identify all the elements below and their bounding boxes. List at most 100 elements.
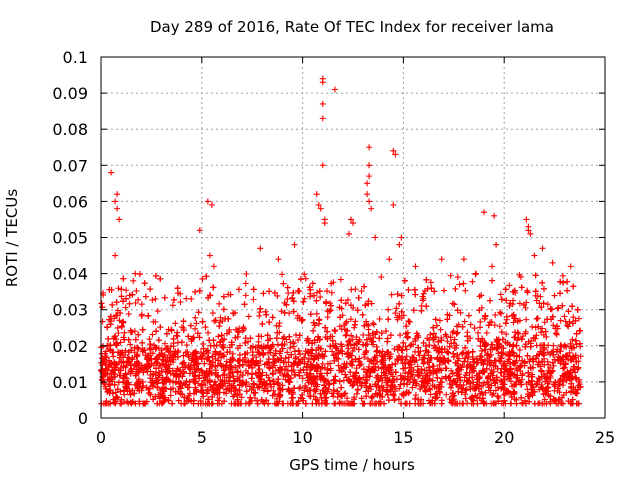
data-point	[223, 330, 230, 337]
data-point	[291, 348, 298, 355]
data-point	[331, 351, 338, 358]
data-point	[344, 296, 351, 303]
data-point	[347, 369, 354, 376]
data-point	[381, 400, 388, 407]
data-point	[397, 372, 404, 379]
data-point	[363, 369, 370, 376]
data-point	[274, 292, 281, 299]
data-point	[514, 318, 521, 325]
data-point	[557, 376, 564, 383]
data-point	[360, 331, 367, 338]
data-point	[469, 278, 476, 285]
data-point	[444, 338, 451, 345]
data-point	[496, 309, 503, 316]
data-point	[383, 328, 390, 335]
data-point	[146, 336, 153, 343]
data-point	[264, 388, 271, 395]
data-point	[497, 291, 504, 298]
data-point	[459, 386, 466, 393]
data-point	[529, 381, 536, 388]
data-point	[209, 363, 216, 370]
chart-title: Day 289 of 2016, Rate Of TEC Index for r…	[150, 18, 554, 36]
data-point	[343, 318, 350, 325]
data-point	[462, 395, 469, 402]
data-point	[263, 360, 270, 367]
data-point	[282, 376, 289, 383]
data-point	[550, 342, 557, 349]
data-point	[506, 282, 513, 289]
data-point	[221, 353, 228, 360]
data-point	[209, 393, 216, 400]
data-point	[487, 387, 494, 394]
data-point	[201, 360, 208, 367]
data-point	[424, 285, 431, 292]
data-point	[438, 400, 445, 407]
data-point	[489, 277, 496, 284]
data-point	[106, 316, 113, 323]
data-point	[423, 303, 430, 310]
data-point	[460, 280, 467, 287]
data-point	[295, 336, 302, 343]
data-point	[567, 340, 574, 347]
data-point	[452, 285, 459, 292]
data-point	[477, 353, 484, 360]
data-point	[103, 348, 110, 355]
data-point	[133, 363, 140, 370]
data-point	[153, 356, 160, 363]
data-point	[207, 342, 214, 349]
data-point	[321, 382, 328, 389]
data-point	[384, 338, 391, 345]
data-point	[288, 368, 295, 375]
data-point	[353, 390, 360, 397]
data-point	[455, 388, 462, 395]
data-point	[301, 360, 308, 367]
data-point	[420, 290, 427, 297]
data-point	[539, 325, 546, 332]
data-point	[398, 376, 405, 383]
data-point	[170, 335, 177, 342]
data-point	[480, 368, 487, 375]
data-point	[368, 394, 375, 401]
data-point	[121, 391, 128, 398]
data-point	[355, 358, 362, 365]
data-point	[557, 317, 564, 324]
data-point	[508, 394, 515, 401]
data-point	[263, 311, 270, 318]
data-point	[454, 351, 461, 358]
data-point	[195, 360, 202, 367]
data-point	[296, 385, 303, 392]
data-point	[395, 396, 402, 403]
data-point	[505, 371, 512, 378]
data-point	[477, 390, 484, 397]
data-point	[236, 342, 243, 349]
data-point	[351, 378, 358, 385]
data-point	[567, 400, 574, 407]
data-point	[189, 335, 196, 342]
data-point	[149, 297, 156, 304]
data-point	[121, 329, 128, 336]
data-point	[426, 385, 433, 392]
data-point	[385, 306, 392, 313]
data-point	[505, 351, 512, 358]
data-point	[421, 352, 428, 359]
data-point	[324, 360, 331, 367]
data-point	[234, 369, 241, 376]
data-point	[215, 333, 222, 340]
data-point	[191, 378, 198, 385]
data-point	[411, 286, 418, 293]
data-point	[438, 367, 445, 374]
data-point	[147, 286, 154, 293]
data-point	[199, 318, 206, 325]
data-point	[503, 313, 510, 320]
data-point	[290, 339, 297, 346]
data-point	[498, 349, 505, 356]
data-point	[264, 332, 271, 339]
data-point	[363, 393, 370, 400]
data-point	[117, 310, 124, 317]
data-point	[199, 275, 206, 282]
data-point	[351, 396, 358, 403]
data-point	[170, 343, 177, 350]
data-point	[210, 389, 217, 396]
data-point	[108, 286, 115, 293]
data-point	[177, 299, 184, 306]
